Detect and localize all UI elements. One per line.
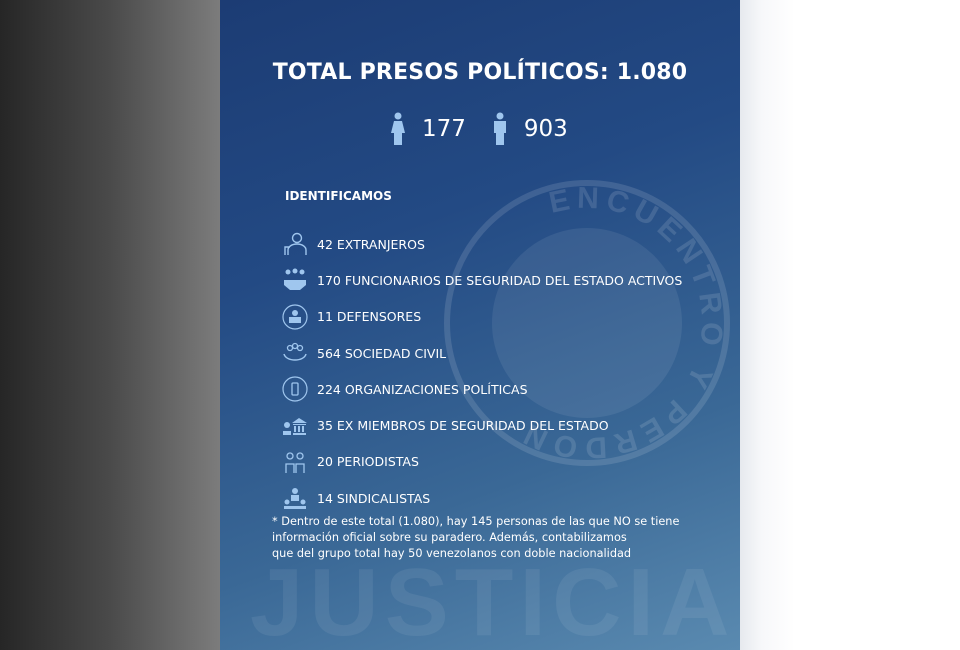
- list-item: 42 EXTRANJEROS: [282, 226, 682, 262]
- male-icon: [493, 112, 506, 145]
- list-item: 20 PERIODISTAS: [282, 444, 682, 480]
- list-item: 35 EX MIEMBROS DE SEGURIDAD DEL ESTADO: [282, 407, 682, 443]
- foreigner-icon: [284, 232, 307, 256]
- seal-watermark: ENCUENTRO Y PERDON: [444, 180, 730, 466]
- defender-icon: [282, 304, 308, 330]
- category-label: 20 PERIODISTAS: [317, 454, 419, 470]
- list-item: 11 DEFENSORES: [282, 299, 682, 335]
- justicia-watermark: JUSTICIA: [250, 549, 736, 650]
- female-icon: [391, 112, 405, 145]
- list-item: 564 SOCIEDAD CIVIL: [282, 335, 682, 371]
- handshake-group-icon: [284, 268, 306, 291]
- infographic-panel: ENCUENTRO Y PERDON JUSTICIA TOTAL PRESOS…: [220, 0, 740, 650]
- category-label: 11 DEFENSORES: [317, 309, 422, 325]
- men-count: 903: [523, 116, 568, 142]
- women-count: 177: [422, 116, 466, 142]
- left-backdrop: [0, 0, 220, 650]
- section-heading: IDENTIFICAMOS: [285, 189, 392, 203]
- list-item: 14 SINDICALISTAS: [282, 480, 682, 516]
- category-label: 564 SOCIEDAD CIVIL: [317, 345, 447, 361]
- category-list: 42 EXTRANJEROS 170 FUNCIONARIOS DE SEGUR…: [282, 226, 682, 516]
- category-label: 224 ORGANIZACIONES POLÍTICAS: [317, 381, 528, 397]
- footnote-line: * Dentro de este total (1.080), hay 145 …: [272, 515, 680, 528]
- footnote-line: información oficial sobre su paradero. A…: [272, 531, 627, 544]
- category-label: 42 EXTRANJEROS: [317, 236, 425, 252]
- institution-icon: [283, 417, 307, 435]
- journalist-icon: [285, 452, 305, 473]
- list-item: 224 ORGANIZACIONES POLÍTICAS: [282, 371, 682, 407]
- footnote: * Dentro de este total (1.080), hay 145 …: [272, 514, 692, 562]
- right-backdrop: [740, 0, 960, 650]
- political-org-icon: [282, 376, 308, 402]
- page-title: TOTAL PRESOS POLÍTICOS: 1.080: [272, 60, 688, 85]
- gender-breakdown: 177 903: [390, 112, 594, 146]
- category-label: 170 FUNCIONARIOS DE SEGURIDAD DEL ESTADO…: [317, 272, 683, 288]
- category-label: 35 EX MIEMBROS DE SEGURIDAD DEL ESTADO: [317, 418, 609, 434]
- category-label: 14 SINDICALISTAS: [317, 490, 431, 506]
- union-icon: [284, 488, 306, 510]
- list-item: 170 FUNCIONARIOS DE SEGURIDAD DEL ESTADO…: [282, 262, 682, 298]
- civil-society-icon: [283, 342, 307, 361]
- footnote-line: que del grupo total hay 50 venezolanos c…: [272, 547, 632, 560]
